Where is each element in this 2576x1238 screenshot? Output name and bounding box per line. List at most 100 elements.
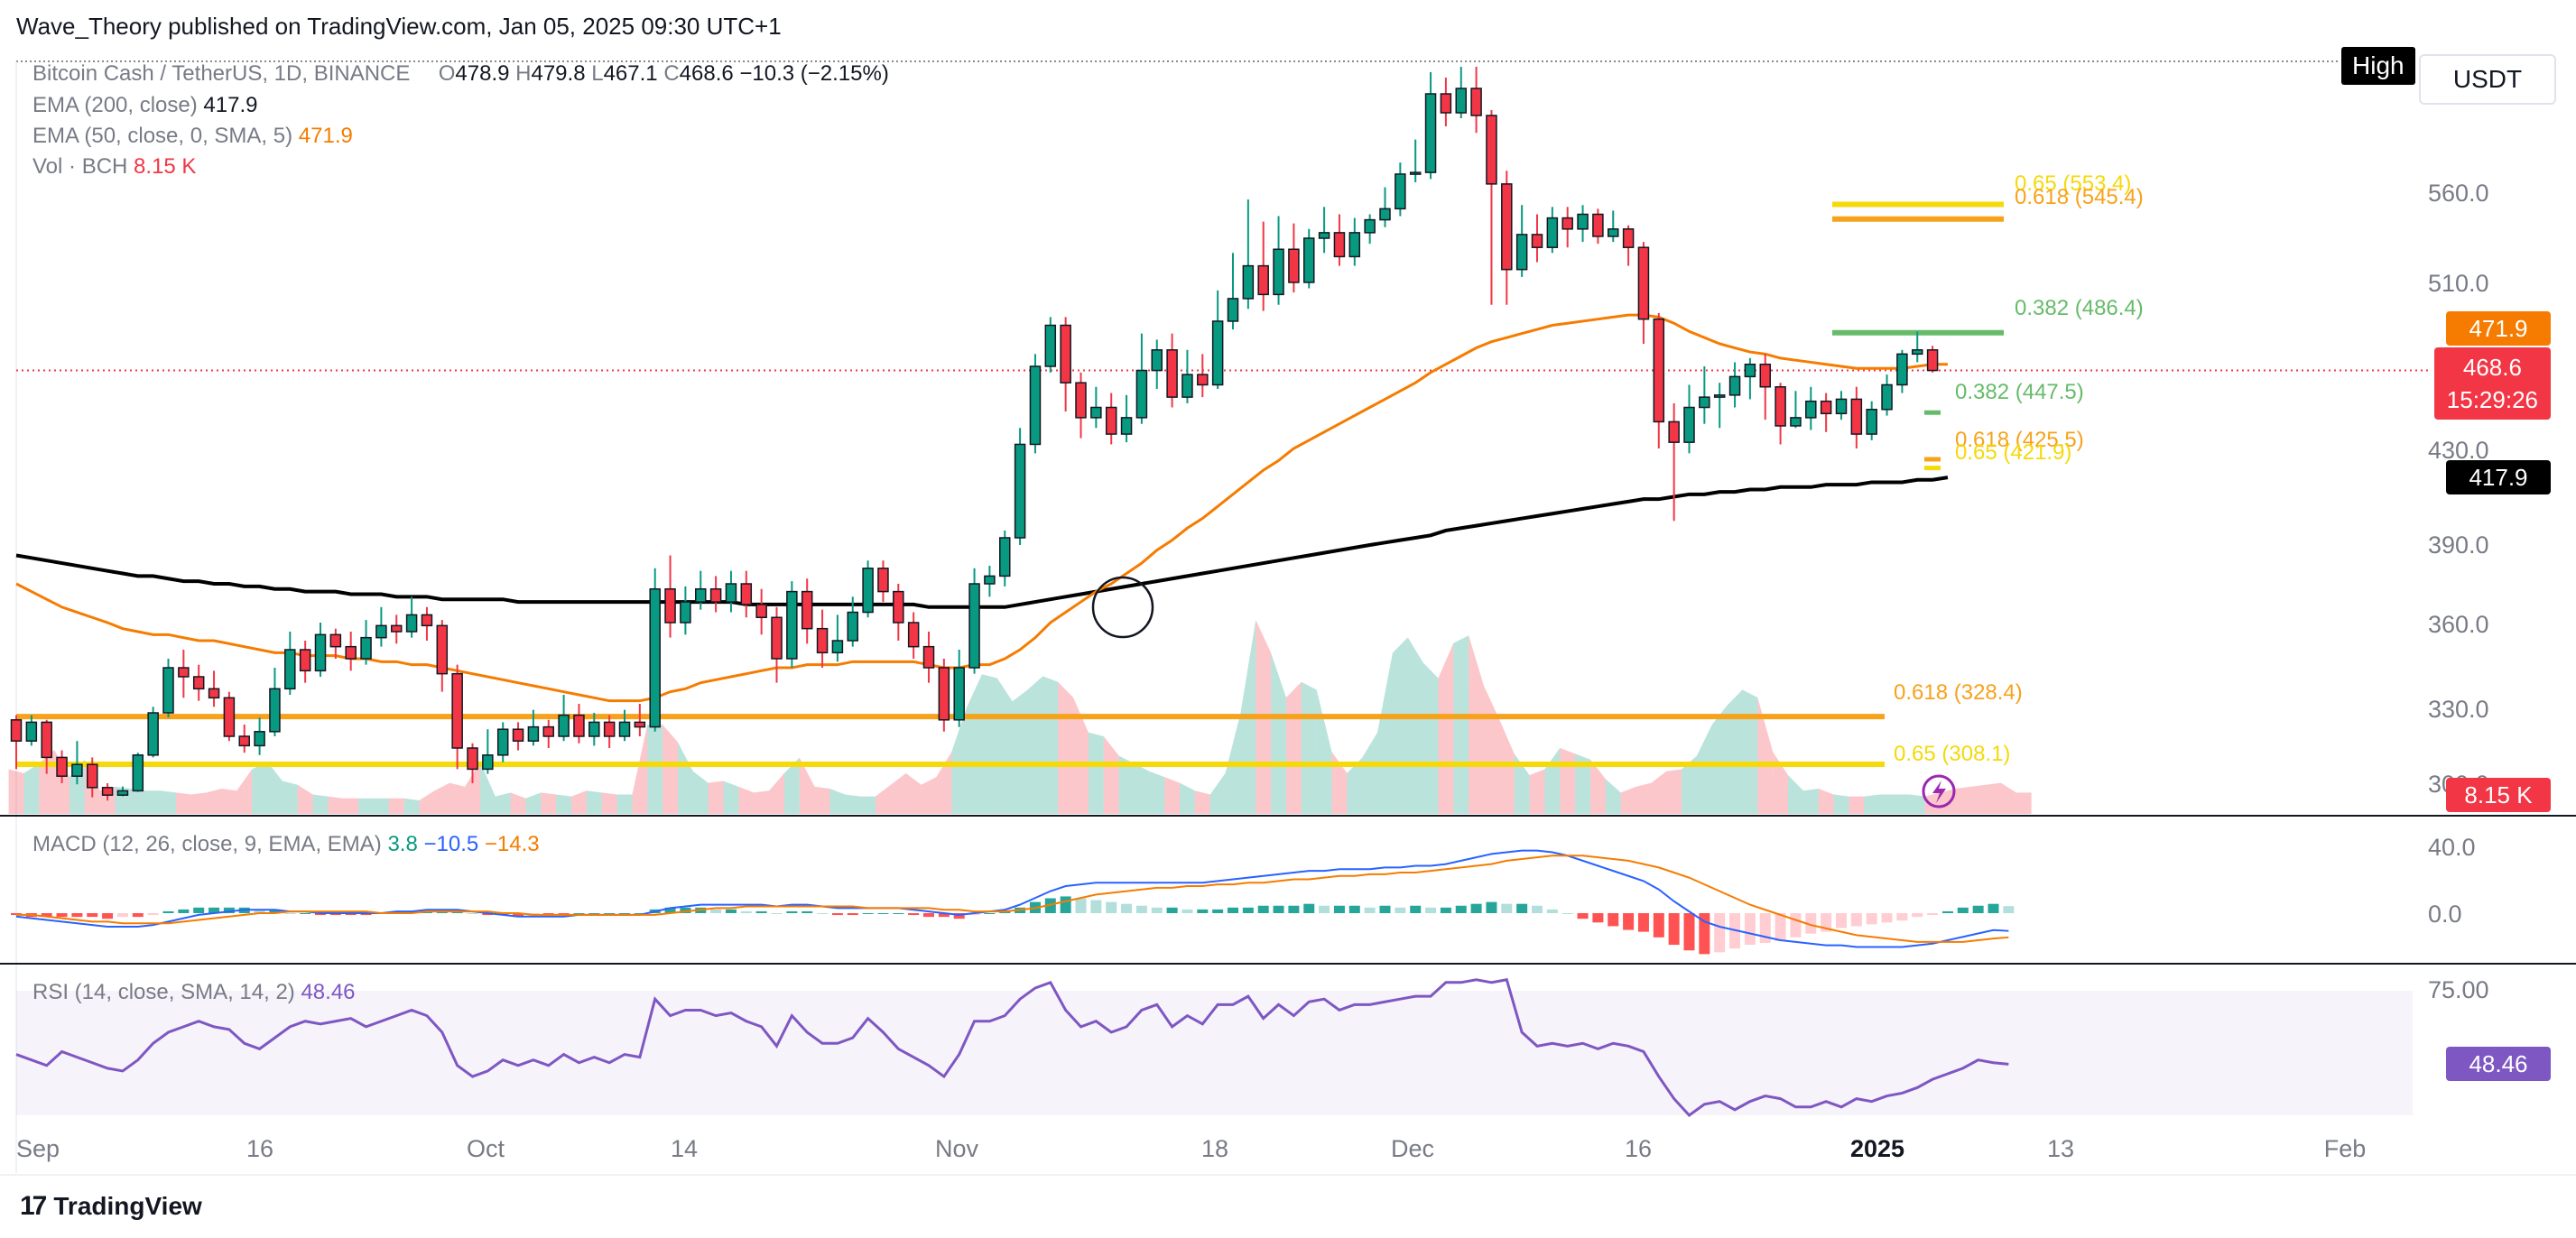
rsi-label: RSI (14, close, SMA, 14, 2) bbox=[32, 980, 295, 1004]
macd-signal-line bbox=[16, 855, 2009, 943]
macd-histogram-bar bbox=[923, 913, 934, 918]
macd-histogram-bar bbox=[482, 913, 494, 916]
candle-down bbox=[238, 735, 250, 747]
macd-histogram-bar bbox=[634, 913, 645, 914]
macd-histogram-bar bbox=[1273, 905, 1284, 913]
macd-histogram-bar bbox=[1501, 903, 1513, 913]
volume-bar bbox=[1833, 794, 1849, 814]
volume-bar bbox=[8, 769, 24, 814]
candle-down bbox=[1060, 324, 1071, 383]
candle-down bbox=[223, 697, 236, 737]
candle-down bbox=[664, 587, 676, 624]
candle-up bbox=[162, 667, 174, 714]
candle-down bbox=[101, 787, 114, 796]
volume-bar bbox=[845, 794, 861, 814]
volume-bar bbox=[190, 792, 207, 814]
time-axis-label: 14 bbox=[671, 1135, 698, 1162]
macd-histogram-bar bbox=[1866, 913, 1877, 925]
macd-histogram-bar bbox=[755, 910, 767, 913]
time-axis-label: Sep bbox=[16, 1135, 60, 1162]
macd-histogram-bar bbox=[1379, 905, 1391, 913]
candle-down bbox=[603, 721, 616, 737]
rsi-legend[interactable]: RSI (14, close, SMA, 14, 2) 48.46 bbox=[32, 980, 356, 1005]
time-axis-label: Nov bbox=[935, 1135, 979, 1162]
volume-bar bbox=[1940, 789, 1956, 814]
macd-histogram-bar bbox=[1425, 907, 1437, 913]
candle-down bbox=[208, 688, 220, 699]
volume-bar bbox=[282, 781, 298, 814]
time-axis-label: 13 bbox=[2047, 1135, 2074, 1162]
candle-down bbox=[709, 587, 722, 603]
macd-histogram-bar bbox=[771, 913, 783, 914]
macd-histogram-bar bbox=[1744, 913, 1756, 946]
volume-bar bbox=[981, 674, 997, 814]
candle-down bbox=[1592, 213, 1604, 237]
volume-bar bbox=[1285, 681, 1302, 814]
macd-histogram-bar bbox=[1242, 907, 1254, 913]
candle-down bbox=[10, 719, 23, 742]
tradingview-logo[interactable]: 17 TradingView bbox=[20, 1191, 202, 1222]
candle-up bbox=[1608, 228, 1619, 237]
volume-bar bbox=[799, 757, 815, 814]
macd-histogram-bar bbox=[1957, 907, 1969, 913]
candle-down bbox=[877, 568, 889, 593]
volume-bar bbox=[1362, 732, 1378, 814]
ema200-label: EMA (200, close) bbox=[32, 93, 198, 117]
volume-bar bbox=[358, 798, 374, 814]
time-axis-label: Feb bbox=[2324, 1135, 2367, 1162]
volume-legend[interactable]: Vol · BCH 8.15 K bbox=[32, 154, 196, 180]
candle-down bbox=[816, 627, 829, 654]
candle-up bbox=[1805, 400, 1817, 419]
volume-price-tag: 8.15 K bbox=[2446, 778, 2551, 812]
volume-bar bbox=[1955, 786, 1971, 814]
rsi-line bbox=[15, 978, 2009, 1118]
candle-down bbox=[345, 645, 357, 660]
volume-bar bbox=[479, 761, 496, 814]
volume-bar bbox=[145, 790, 162, 814]
candle-up bbox=[360, 636, 372, 660]
candle-down bbox=[87, 763, 98, 789]
macd-histogram-bar bbox=[1774, 913, 1786, 941]
ema50-legend[interactable]: EMA (50, close, 0, SMA, 5) 471.9 bbox=[32, 124, 353, 149]
candle-down bbox=[755, 604, 767, 619]
volume-bar bbox=[1864, 794, 1880, 814]
volume-bar bbox=[328, 796, 344, 814]
macd-histogram-bar bbox=[178, 909, 190, 913]
ohlc-change: −10.3 (−2.15%) bbox=[739, 61, 889, 86]
fib-label: 0.618 (425.5) bbox=[1955, 428, 2084, 452]
candle-up bbox=[1151, 349, 1163, 372]
candle-up bbox=[1424, 93, 1437, 173]
currency-selector[interactable]: USDT bbox=[2419, 54, 2556, 105]
macd-histogram-bar bbox=[360, 913, 372, 916]
macd-histogram-bar bbox=[968, 913, 980, 916]
tradingview-brand: TradingView bbox=[53, 1192, 202, 1220]
macd-histogram-bar bbox=[740, 910, 752, 913]
candle-down bbox=[1470, 88, 1482, 116]
candle-up bbox=[1044, 324, 1057, 367]
candle-down bbox=[56, 756, 68, 777]
macd-histogram-bar bbox=[1546, 909, 1558, 913]
macd-histogram-bar bbox=[1470, 903, 1482, 913]
fib-label: 0.382 (447.5) bbox=[1955, 380, 2084, 404]
volume-bar bbox=[1560, 747, 1576, 814]
candle-down bbox=[801, 590, 813, 630]
crossover-marker bbox=[1091, 576, 1154, 639]
volume-bar bbox=[586, 790, 602, 814]
volume-bar bbox=[1469, 635, 1485, 814]
candle-up bbox=[1318, 232, 1330, 239]
candle-up bbox=[786, 590, 798, 660]
volume-bar bbox=[1438, 642, 1454, 814]
ema200-legend[interactable]: EMA (200, close) 417.9 bbox=[32, 93, 257, 118]
volume-bar bbox=[738, 786, 755, 814]
macd-legend[interactable]: MACD (12, 26, close, 9, EMA, EMA) 3.8 −1… bbox=[32, 832, 540, 857]
macd-histogram-bar bbox=[1532, 905, 1543, 913]
rsi-value: 48.46 bbox=[301, 980, 356, 1004]
time-axis-label: Dec bbox=[1391, 1135, 1434, 1162]
macd-histogram-bar bbox=[862, 913, 874, 914]
macd-histogram-bar bbox=[680, 907, 691, 913]
volume-bar bbox=[951, 707, 968, 814]
candle-up bbox=[132, 754, 144, 792]
macd-histogram-bar bbox=[1333, 905, 1345, 913]
macd-histogram-bar bbox=[1790, 913, 1802, 938]
